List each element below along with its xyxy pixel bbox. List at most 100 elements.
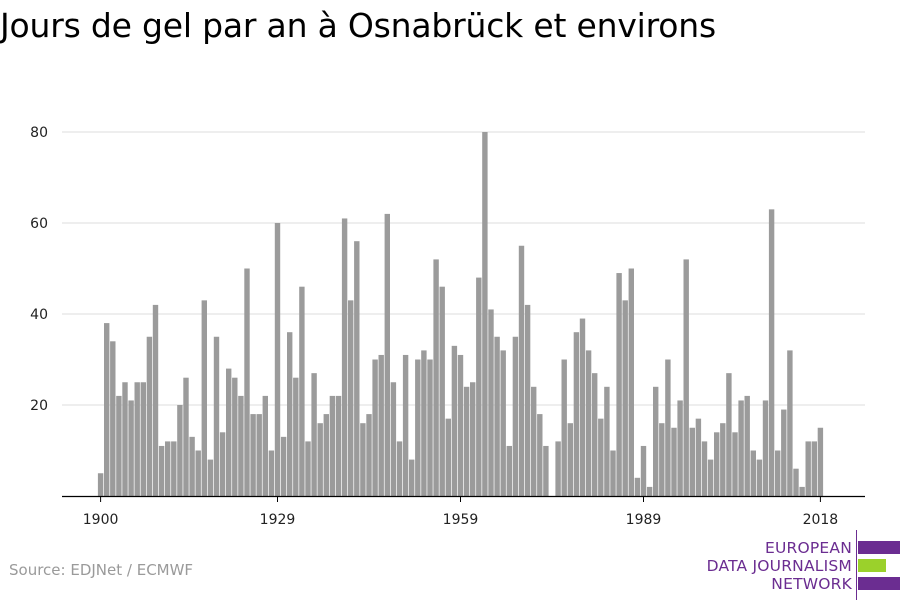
bar-1995 bbox=[677, 400, 683, 496]
x-axis-tick-labels: 1900 1929 1959 1989 2018 bbox=[83, 512, 838, 528]
bar-1945 bbox=[372, 359, 378, 496]
bar-1901 bbox=[104, 323, 110, 496]
bar-2006 bbox=[744, 395, 750, 496]
bar-1915 bbox=[189, 436, 195, 496]
x-tick-label-1900: 1900 bbox=[83, 512, 119, 528]
bar-1973 bbox=[543, 445, 549, 496]
bar-1910 bbox=[158, 445, 165, 496]
logo-bar-top bbox=[858, 541, 900, 554]
x-tick-label-1929: 1929 bbox=[260, 512, 296, 528]
bar-1970 bbox=[524, 304, 531, 496]
bar-1949 bbox=[396, 441, 403, 496]
x-tick-label-1989: 1989 bbox=[626, 512, 662, 528]
bar-2001 bbox=[714, 432, 720, 496]
bar-1906 bbox=[134, 382, 140, 496]
bar-1969 bbox=[518, 245, 525, 496]
bar-1903 bbox=[116, 395, 122, 496]
bar-1922 bbox=[232, 377, 238, 496]
bar-2005 bbox=[738, 400, 744, 496]
bar-1983 bbox=[604, 386, 610, 496]
bar-1957 bbox=[445, 418, 451, 496]
bar-1992 bbox=[659, 423, 665, 496]
bar-1941 bbox=[348, 300, 354, 496]
bar-1979 bbox=[579, 318, 586, 496]
bar-1911 bbox=[165, 441, 171, 496]
bar-1937 bbox=[323, 414, 329, 496]
bar-1939 bbox=[335, 395, 342, 496]
bar-1954 bbox=[427, 359, 433, 496]
bar-1987 bbox=[628, 268, 634, 496]
bar-1962 bbox=[476, 277, 482, 496]
bar-1963 bbox=[482, 132, 488, 496]
x-tick-label-2018: 2018 bbox=[803, 512, 839, 528]
bar-1950 bbox=[402, 354, 409, 496]
bar-1944 bbox=[366, 414, 372, 496]
bar-1965 bbox=[494, 336, 500, 496]
bar-1952 bbox=[415, 359, 421, 496]
bar-1986 bbox=[622, 300, 628, 496]
bar-1959 bbox=[457, 354, 464, 496]
x-tick-label-1959: 1959 bbox=[443, 512, 479, 528]
bar-2016 bbox=[805, 441, 811, 496]
x-axis bbox=[62, 495, 865, 502]
bar-1966 bbox=[500, 350, 506, 496]
bar-1923 bbox=[238, 395, 244, 496]
bar-1984 bbox=[610, 450, 616, 496]
bar-1968 bbox=[512, 336, 519, 496]
edjnet-logo: EUROPEAN DATA JOURNALISM NETWORK bbox=[700, 530, 900, 600]
bar-1938 bbox=[329, 395, 336, 496]
bar-1977 bbox=[567, 423, 573, 496]
bar-1919 bbox=[213, 336, 220, 496]
bar-1905 bbox=[128, 400, 134, 496]
bar-1981 bbox=[592, 373, 598, 496]
bar-2002 bbox=[720, 423, 726, 496]
bar-1994 bbox=[671, 427, 677, 496]
bar-1982 bbox=[598, 418, 604, 496]
gridlines bbox=[62, 131, 865, 406]
source-note: Source: EDJNet / ECMWF bbox=[9, 561, 194, 579]
bar-1940 bbox=[341, 218, 348, 496]
bar-1921 bbox=[226, 368, 232, 496]
bar-2014 bbox=[793, 468, 799, 496]
bar-2017 bbox=[811, 441, 817, 496]
bar-1999 bbox=[701, 441, 708, 496]
bar-1960 bbox=[463, 386, 470, 496]
bar-1928 bbox=[268, 450, 275, 496]
bar-1908 bbox=[146, 336, 153, 496]
y-axis-tick-labels: 20 40 60 80 bbox=[30, 125, 48, 414]
bar-1924 bbox=[244, 268, 250, 496]
bar-1993 bbox=[665, 359, 671, 496]
bar-2013 bbox=[787, 350, 793, 496]
bar-1976 bbox=[561, 359, 567, 496]
bar-1931 bbox=[287, 332, 293, 496]
bar-1953 bbox=[421, 350, 427, 496]
bar-2015 bbox=[799, 486, 805, 496]
bar-1902 bbox=[110, 341, 116, 496]
bar-2004 bbox=[732, 432, 738, 496]
bar-1972 bbox=[537, 414, 543, 496]
bar-1934 bbox=[305, 441, 311, 496]
bar-1926 bbox=[256, 414, 262, 496]
bar-1913 bbox=[177, 405, 183, 496]
bar-2007 bbox=[750, 450, 756, 496]
bar-1900 bbox=[97, 473, 104, 496]
bar-1991 bbox=[653, 386, 659, 496]
bar-1989 bbox=[640, 445, 647, 496]
bar-1958 bbox=[451, 345, 458, 496]
bar-2003 bbox=[726, 373, 732, 496]
bar-1935 bbox=[311, 373, 317, 496]
chart-title: Jours de gel par an à Osnabrück et envir… bbox=[0, 6, 716, 45]
logo-text-data-journalism: DATA JOURNALISM bbox=[706, 557, 852, 575]
y-tick-label-20: 20 bbox=[30, 398, 48, 414]
bar-1955 bbox=[433, 259, 439, 496]
bar-1951 bbox=[409, 459, 415, 496]
bar-1961 bbox=[470, 382, 476, 496]
bar-2009 bbox=[762, 400, 769, 496]
bar-1907 bbox=[140, 382, 146, 496]
bar-1943 bbox=[360, 423, 366, 496]
bar-2011 bbox=[775, 450, 781, 496]
bar-1988 bbox=[634, 477, 641, 496]
y-tick-label-60: 60 bbox=[30, 216, 48, 232]
bar-1975 bbox=[555, 441, 561, 496]
